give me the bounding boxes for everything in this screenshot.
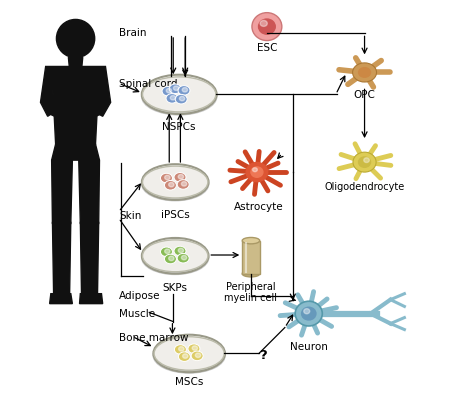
Polygon shape (48, 110, 91, 130)
Ellipse shape (174, 172, 186, 182)
Ellipse shape (164, 180, 176, 190)
Ellipse shape (164, 249, 170, 254)
Ellipse shape (358, 68, 371, 77)
Text: Peripheral
myelin cell: Peripheral myelin cell (225, 282, 277, 303)
Ellipse shape (253, 168, 257, 172)
Ellipse shape (173, 86, 179, 90)
Ellipse shape (364, 158, 369, 162)
Text: Bone marrow: Bone marrow (119, 332, 189, 342)
Ellipse shape (178, 86, 190, 95)
Ellipse shape (358, 157, 371, 167)
Ellipse shape (179, 347, 184, 351)
Ellipse shape (252, 13, 282, 40)
Ellipse shape (177, 180, 189, 189)
Ellipse shape (174, 246, 186, 256)
Ellipse shape (242, 238, 260, 244)
Text: Spinal cord: Spinal cord (119, 80, 178, 90)
Ellipse shape (166, 94, 178, 103)
Ellipse shape (242, 270, 260, 277)
Ellipse shape (170, 96, 175, 100)
Text: Muscle: Muscle (119, 309, 155, 319)
Text: iPSCs: iPSCs (161, 210, 190, 220)
Ellipse shape (143, 77, 216, 112)
Ellipse shape (353, 152, 376, 172)
Ellipse shape (166, 88, 172, 93)
Polygon shape (80, 294, 103, 304)
Ellipse shape (153, 338, 225, 373)
Polygon shape (44, 66, 108, 80)
Ellipse shape (164, 254, 176, 264)
Ellipse shape (177, 254, 189, 263)
Ellipse shape (161, 247, 173, 257)
Ellipse shape (179, 96, 185, 101)
Ellipse shape (169, 256, 174, 261)
Text: ?: ? (259, 349, 267, 362)
Ellipse shape (161, 173, 173, 183)
Ellipse shape (143, 166, 208, 198)
Ellipse shape (164, 175, 170, 180)
Polygon shape (53, 80, 99, 144)
Ellipse shape (178, 174, 183, 179)
Ellipse shape (154, 337, 224, 370)
Text: NSPCs: NSPCs (163, 122, 196, 132)
Ellipse shape (192, 346, 198, 350)
Ellipse shape (142, 241, 209, 274)
Polygon shape (40, 80, 54, 116)
Text: Astrocyte: Astrocyte (234, 202, 284, 212)
Polygon shape (52, 144, 100, 160)
Polygon shape (60, 110, 103, 130)
Ellipse shape (260, 20, 267, 26)
Ellipse shape (195, 353, 201, 358)
Ellipse shape (182, 182, 187, 186)
Polygon shape (52, 160, 73, 224)
Ellipse shape (182, 354, 188, 358)
Text: MSCs: MSCs (175, 377, 203, 387)
Ellipse shape (304, 309, 310, 314)
Ellipse shape (353, 63, 376, 82)
Text: OPC: OPC (354, 90, 375, 100)
Ellipse shape (251, 167, 263, 177)
Ellipse shape (174, 345, 186, 354)
Polygon shape (53, 222, 71, 296)
Ellipse shape (182, 88, 188, 92)
Ellipse shape (142, 167, 209, 201)
Ellipse shape (143, 240, 208, 272)
Text: Adipose: Adipose (119, 291, 161, 301)
Text: Neuron: Neuron (290, 342, 328, 352)
Ellipse shape (182, 255, 187, 260)
Ellipse shape (188, 344, 200, 354)
Polygon shape (81, 222, 99, 296)
Ellipse shape (162, 86, 174, 96)
Text: Skin: Skin (119, 211, 142, 221)
Ellipse shape (301, 307, 316, 320)
Polygon shape (50, 294, 73, 304)
Text: Brain: Brain (119, 28, 147, 38)
Ellipse shape (175, 94, 187, 104)
Text: SKPs: SKPs (163, 283, 188, 293)
Polygon shape (95, 80, 110, 116)
Ellipse shape (169, 84, 181, 94)
Ellipse shape (295, 301, 322, 326)
Ellipse shape (178, 248, 183, 253)
Circle shape (56, 20, 95, 58)
Ellipse shape (178, 352, 191, 362)
Polygon shape (68, 57, 83, 66)
Polygon shape (79, 160, 100, 224)
Polygon shape (242, 241, 260, 274)
Ellipse shape (258, 19, 275, 34)
Ellipse shape (191, 351, 203, 361)
Ellipse shape (246, 162, 268, 182)
Ellipse shape (142, 78, 217, 115)
Text: ESC: ESC (256, 42, 277, 52)
Text: Oligodendrocyte: Oligodendrocyte (324, 182, 405, 192)
Ellipse shape (169, 182, 174, 187)
